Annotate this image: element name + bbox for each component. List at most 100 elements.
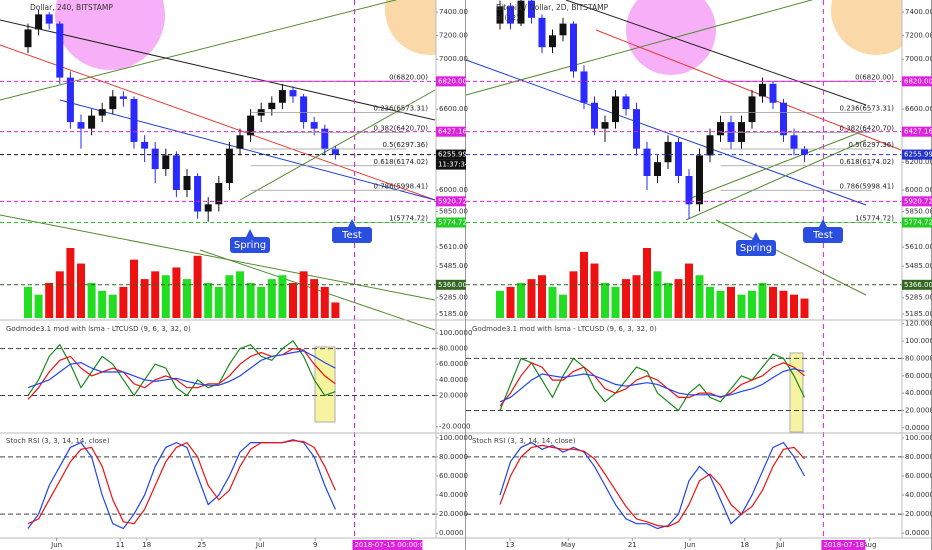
candle-body — [141, 141, 149, 149]
x-tick-label: 11 — [116, 541, 125, 549]
x-tick-label: 25 — [197, 541, 206, 549]
y-tick-label: 5850.00 — [439, 208, 468, 216]
volume-bar — [664, 283, 672, 318]
chart-panel: 0(6820.00) 0.236(6573.31) 0.382(6420.70) 0.… — [466, 0, 932, 550]
y-tick-label: 60.0000 — [439, 360, 468, 368]
y-tick-label: 5185.00 — [439, 310, 468, 318]
volume-bar — [748, 290, 756, 318]
volume-bar — [119, 286, 128, 318]
price-badge — [436, 76, 466, 87]
volume-bar — [98, 290, 107, 318]
y-tick-label: 100.0000 — [905, 337, 932, 345]
y-tick-label: 60.0000 — [905, 372, 932, 380]
indicator-line — [499, 368, 805, 403]
candle-body — [538, 17, 546, 48]
annotation-text: Test — [341, 230, 362, 241]
candle-body — [601, 122, 609, 129]
candle-body — [570, 23, 577, 72]
volume-bar — [580, 251, 588, 318]
volume-bar — [632, 275, 641, 318]
candle-body — [759, 83, 766, 97]
volume-bar — [527, 279, 536, 318]
price-badge — [902, 279, 932, 290]
candle-body — [780, 102, 787, 136]
volume-bar — [800, 298, 809, 318]
candle-body — [310, 122, 318, 129]
annotation-text: Spring — [740, 243, 772, 254]
price-badge — [436, 217, 466, 228]
annotation-text: Test — [812, 230, 833, 241]
price-badge — [436, 126, 466, 137]
volume-bar — [289, 283, 297, 318]
candle-body — [172, 155, 180, 191]
y-tick-label: 6000.00 — [905, 186, 932, 194]
y-tick-label: 0.0000 — [439, 529, 464, 537]
x-tick-label: 9 — [313, 541, 317, 549]
candle-body — [591, 102, 598, 129]
indicator-line — [27, 440, 336, 525]
candle-body — [88, 115, 96, 129]
candle-body — [517, 0, 525, 24]
candle-body — [109, 96, 117, 110]
y-tick-label: 5285.00 — [439, 294, 468, 302]
candle-body — [528, 0, 535, 18]
volume-bar — [496, 290, 504, 318]
y-tick-label: 6000.00 — [439, 186, 468, 194]
highlight-circle — [385, 0, 436, 55]
price-badge — [436, 279, 466, 290]
volume-bar — [172, 267, 181, 318]
fib-label: 0(6820.00) — [389, 73, 428, 81]
indicator-line — [499, 444, 805, 528]
candle-body — [801, 148, 808, 155]
indicator-line — [27, 350, 336, 389]
fib-label: 0(6820.00) — [855, 73, 894, 81]
candle-body — [225, 148, 233, 183]
volume-bar — [161, 275, 170, 318]
candle-body — [675, 141, 682, 177]
volume-bar — [622, 279, 630, 318]
indicator-title: Godmode3.1 mod with lsma - LTCUSD (9, 6,… — [6, 325, 191, 333]
price-badge-label: 5366.00 — [904, 281, 932, 289]
price-badge-label: 5774.72 — [904, 219, 932, 227]
candle-body — [790, 135, 798, 149]
y-tick-label: 6200.00 — [905, 158, 932, 166]
price-badge-label: 6427.16 — [904, 128, 932, 136]
indicator-line — [27, 339, 336, 397]
price-badge — [902, 76, 932, 87]
indicator-title: Godmode3.1 mod with lsma - LTCUSD (9, 6,… — [472, 325, 657, 333]
volume-bar — [310, 279, 319, 318]
candle-body — [496, 6, 504, 24]
chart-title: Dollar, 240, BITSTAMP — [30, 3, 113, 12]
candle-body — [247, 115, 255, 136]
y-tick-label: 7000.00 — [905, 55, 932, 63]
volume-bar — [569, 271, 578, 318]
trend-line — [0, 214, 436, 301]
highlight-circle — [626, 0, 716, 75]
candle-body — [685, 176, 693, 205]
fib-label: 0.382(6420.70) — [374, 125, 429, 133]
y-tick-label: 7200.00 — [905, 31, 932, 39]
y-tick-label: 80.0000 — [905, 453, 932, 461]
volume-bar — [674, 279, 683, 318]
y-tick-label: 20.0000 — [439, 510, 468, 518]
volume-bar — [45, 283, 54, 318]
candle-body — [748, 96, 756, 123]
x-tick-label: 13 — [506, 541, 515, 549]
highlight-circle — [831, 0, 902, 55]
y-tick-label: 40.0000 — [905, 491, 932, 499]
candle-body — [696, 155, 703, 205]
volume-bar — [214, 286, 223, 318]
candle-body — [633, 109, 640, 149]
indicator-title: Stoch RSI (3, 3, 14, 14, close) — [472, 437, 576, 445]
annotation-pointer — [348, 219, 356, 227]
y-tick-label: 60.0000 — [905, 472, 932, 480]
candle-body — [130, 98, 138, 142]
candle-body — [706, 135, 714, 156]
volume-bar — [77, 263, 85, 318]
candle-body — [98, 109, 106, 116]
plot-area: 0(6820.00) 0.236(6573.31) 0.382(6420.70) 0.… — [466, 0, 902, 538]
y-tick-label: 7000.00 — [439, 55, 468, 63]
volume-bar — [506, 286, 515, 318]
volume-bar — [299, 271, 308, 318]
candle-body — [507, 6, 514, 24]
